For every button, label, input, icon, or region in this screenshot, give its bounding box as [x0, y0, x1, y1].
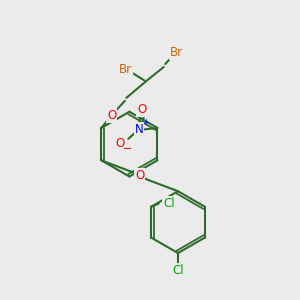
Text: O: O: [107, 109, 116, 122]
Text: −: −: [123, 144, 132, 154]
Text: N: N: [135, 123, 144, 136]
Text: O: O: [135, 169, 144, 182]
Text: Cl: Cl: [163, 197, 175, 210]
Text: Br: Br: [170, 46, 183, 59]
Text: O: O: [137, 103, 146, 116]
Text: Cl: Cl: [172, 264, 184, 277]
Text: O: O: [116, 137, 125, 150]
Text: Br: Br: [119, 62, 132, 76]
Text: +: +: [142, 118, 149, 127]
